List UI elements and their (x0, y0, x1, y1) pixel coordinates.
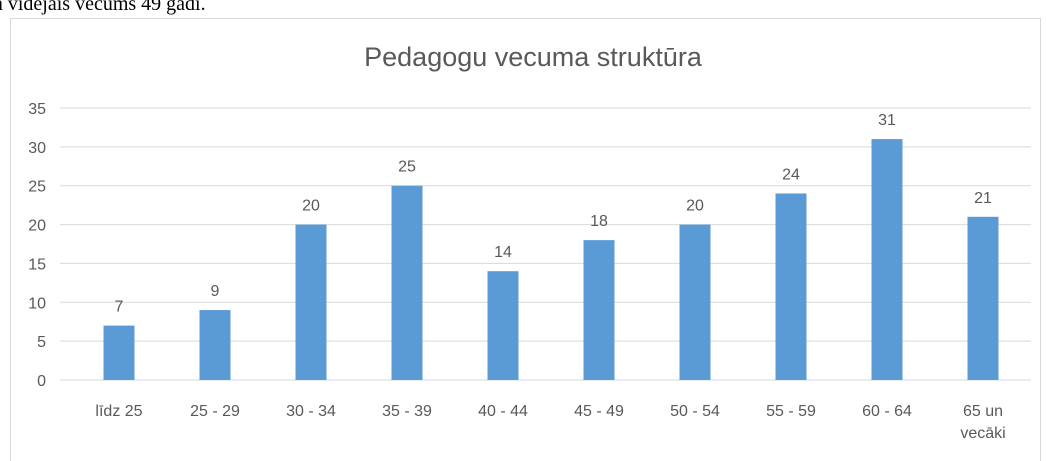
x-tick-label: 55 - 59 (766, 403, 816, 420)
data-label: 25 (398, 159, 416, 176)
x-tick-label: 60 - 64 (862, 403, 912, 420)
y-tick-label: 10 (28, 295, 46, 312)
y-tick-label: 0 (37, 373, 46, 390)
x-tick-label: 45 - 49 (574, 403, 624, 420)
x-tick-label: 50 - 54 (670, 403, 720, 420)
data-label: 20 (686, 198, 704, 215)
bar (871, 139, 903, 380)
bar (199, 310, 231, 380)
data-label: 24 (782, 166, 800, 183)
data-label: 31 (878, 112, 896, 129)
data-label: 20 (302, 198, 320, 215)
document-text: a vidējais vecums 49 gadi. (0, 0, 206, 15)
x-tick-label: 65 un vecāki (960, 403, 1005, 442)
x-tick-label: 30 - 34 (286, 403, 336, 420)
data-label: 14 (494, 244, 512, 261)
bar (391, 185, 423, 380)
x-tick-label: līdz 25 (95, 403, 142, 420)
x-tick-label: 40 - 44 (478, 403, 528, 420)
chart-title: Pedagogu vecuma struktūra (364, 42, 703, 72)
y-tick-label: 5 (37, 334, 46, 351)
data-label: 7 (115, 299, 124, 316)
bar (583, 240, 615, 380)
bar (487, 271, 519, 380)
x-tick-label: 25 - 29 (190, 403, 240, 420)
bar (679, 224, 711, 380)
bar (967, 216, 999, 380)
data-label: 18 (590, 213, 608, 230)
y-tick-label: 20 (28, 218, 46, 235)
bar (103, 325, 135, 380)
data-label: 9 (211, 283, 220, 300)
y-tick-label: 30 (28, 140, 46, 157)
y-tick-label: 15 (28, 256, 46, 273)
bar (295, 224, 327, 380)
y-tick-label: 25 (28, 179, 46, 196)
chart-frame (10, 18, 1041, 461)
y-tick-label: 35 (28, 101, 46, 118)
bar (775, 193, 807, 380)
data-label: 21 (974, 190, 992, 207)
x-tick-label: 35 - 39 (382, 403, 432, 420)
